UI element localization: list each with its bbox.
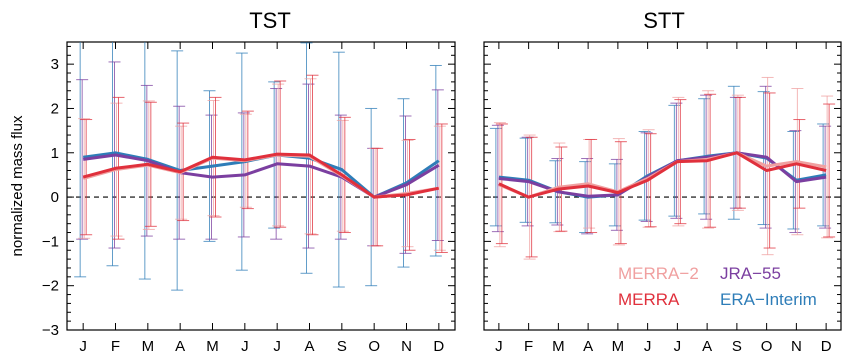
series-line-merra <box>82 152 440 199</box>
y-axis-label: normalized mass flux <box>9 115 26 256</box>
legend-merra-2: MERRA−2 <box>618 264 699 283</box>
panel-title-stt: STT <box>643 8 685 33</box>
y-tick-label: −1 <box>42 233 59 250</box>
series-layer <box>74 42 448 291</box>
x-tick-label: A <box>175 338 185 355</box>
series-line-merra <box>498 151 827 199</box>
plot-frame <box>66 41 456 331</box>
x-tick-label: A <box>304 338 314 355</box>
legend-jra-55: JRA−55 <box>720 264 781 283</box>
series-layer <box>489 76 836 260</box>
x-tick-label: D <box>433 338 444 355</box>
x-tick-label: A <box>583 338 593 355</box>
x-tick-label: M <box>612 338 625 355</box>
x-tick-label: F <box>524 338 533 355</box>
legend-era-interim: ERA−Interim <box>720 290 817 309</box>
y-tick-label: 1 <box>51 145 59 162</box>
y-tick-label: 0 <box>51 189 59 206</box>
plot-area-tst: −3 −2 −1 0 1 2 3 J F M A M J J A S O N D <box>42 41 456 355</box>
x-tick-label: M <box>552 338 565 355</box>
y-tick-label: −2 <box>42 278 59 295</box>
x-tick-label: O <box>368 338 380 355</box>
y-tick-label: −3 <box>42 322 59 339</box>
x-tick-label: N <box>401 338 412 355</box>
x-tick-label: J <box>674 338 682 355</box>
y-tick-label: 3 <box>51 56 59 73</box>
y-tick-label: 2 <box>51 100 59 117</box>
x-tick-label: M <box>142 338 155 355</box>
legend: MERRA−2 JRA−55 MERRA ERA−Interim <box>618 264 817 309</box>
legend-merra: MERRA <box>618 290 680 309</box>
panel-title-tst: TST <box>249 8 291 33</box>
x-tick-label: N <box>791 338 802 355</box>
x-tick-label: J <box>644 338 652 355</box>
panel-stt: STT J F M A M J J A S O N D <box>483 8 842 355</box>
x-tick-label: J <box>273 338 281 355</box>
x-tick-label: A <box>702 338 712 355</box>
panel-tst: TST −3 −2 −1 0 1 2 3 J F M A M J J A S O N D <box>42 8 456 355</box>
x-tick-label: D <box>821 338 832 355</box>
x-tick-label: O <box>761 338 773 355</box>
x-tick-label: F <box>111 338 120 355</box>
plot-frame <box>483 41 842 331</box>
x-tick-label: J <box>79 338 87 355</box>
x-tick-label: S <box>337 338 347 355</box>
x-tick-label: S <box>732 338 742 355</box>
x-tick-label: J <box>241 338 249 355</box>
x-tick-label: J <box>495 338 503 355</box>
x-tick-label: M <box>206 338 219 355</box>
